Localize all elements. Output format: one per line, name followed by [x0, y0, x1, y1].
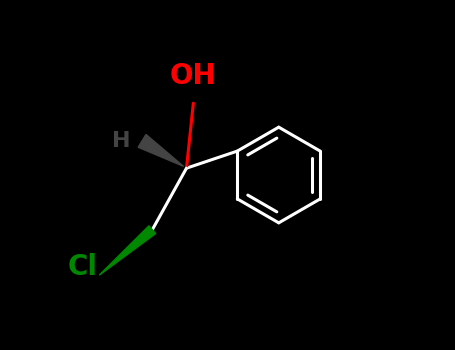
Text: H: H: [112, 131, 131, 151]
Text: Cl: Cl: [68, 253, 98, 281]
Polygon shape: [138, 134, 183, 166]
Polygon shape: [99, 226, 156, 275]
Text: OH: OH: [170, 62, 217, 90]
